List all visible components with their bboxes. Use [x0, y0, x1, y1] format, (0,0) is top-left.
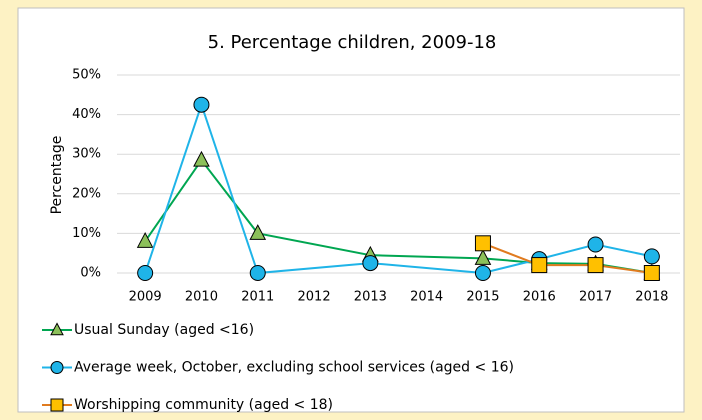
- series-line: [482, 242, 652, 274]
- legend-label: Usual Sunday (aged <16): [74, 322, 254, 338]
- marker: [474, 235, 491, 252]
- x-tick-label: 2018: [635, 290, 668, 305]
- series-line: [144, 158, 653, 274]
- marker: [531, 257, 548, 274]
- x-tick-label: 2013: [354, 290, 387, 305]
- marker: [137, 265, 154, 281]
- y-tick-label: 30%: [72, 147, 101, 162]
- y-tick-label: 50%: [72, 68, 101, 83]
- legend-marker: [50, 398, 64, 412]
- y-tick-label: 20%: [72, 186, 101, 201]
- marker: [193, 96, 210, 113]
- x-tick-label: 2016: [523, 290, 556, 305]
- legend-marker: [50, 322, 64, 336]
- marker: [587, 257, 604, 274]
- marker: [587, 236, 604, 253]
- y-tick-label: 0%: [80, 266, 101, 281]
- y-tick-label: 10%: [72, 226, 101, 241]
- marker: [474, 265, 491, 281]
- marker: [136, 231, 154, 248]
- y-tick-label: 40%: [72, 107, 101, 122]
- legend-marker: [50, 361, 64, 374]
- series-line: [144, 101, 653, 275]
- marker: [249, 224, 267, 240]
- marker: [474, 249, 492, 265]
- marker: [643, 248, 660, 265]
- y-axis-label: Percentage: [49, 136, 65, 215]
- chart-title: 5. Percentage children, 2009-18: [208, 32, 497, 53]
- marker: [643, 265, 660, 281]
- marker: [249, 265, 266, 281]
- x-tick-label: 2015: [466, 290, 499, 305]
- legend-label: Average week, October, excluding school …: [74, 360, 514, 376]
- x-tick-label: 2014: [410, 290, 443, 305]
- x-tick-label: 2017: [579, 290, 612, 305]
- marker: [193, 150, 210, 167]
- x-tick-label: 2011: [241, 290, 274, 305]
- x-tick-label: 2010: [185, 290, 218, 305]
- legend-label: Worshipping community (aged < 18): [74, 397, 333, 413]
- x-tick-label: 2012: [298, 290, 331, 305]
- chart-area: [17, 7, 685, 413]
- x-tick-label: 2009: [129, 290, 162, 305]
- marker: [362, 255, 379, 272]
